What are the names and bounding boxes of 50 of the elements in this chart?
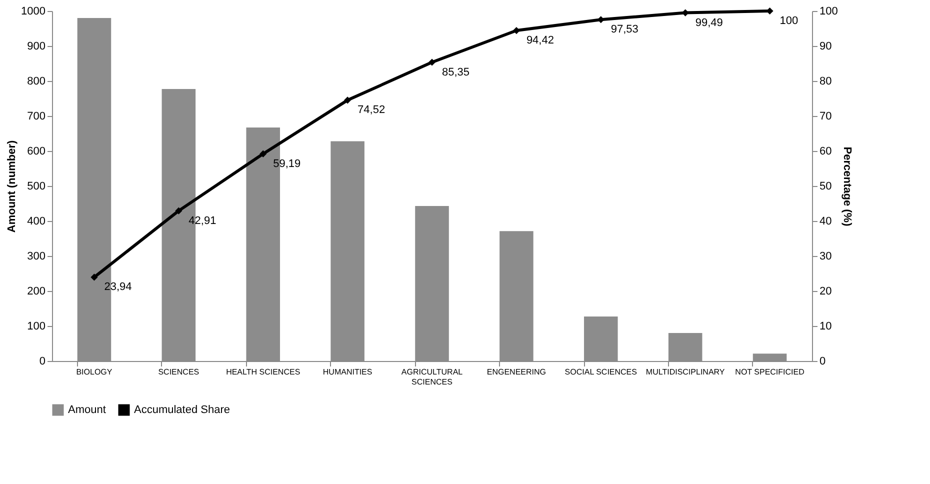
y-tick-label: 800 — [27, 76, 46, 88]
point — [512, 26, 520, 34]
y2-tick-label: 80 — [820, 76, 832, 88]
y2-tick-label: 90 — [820, 40, 832, 52]
y-tick-label: 1000 — [21, 6, 46, 18]
data-label: 85,35 — [442, 66, 470, 78]
data-label: 100 — [780, 15, 798, 27]
y2-axis-title: Percentage (%) — [840, 146, 853, 227]
y-tick-label: 100 — [27, 320, 46, 332]
data-label: 97,53 — [610, 24, 638, 36]
y2-tick-label: 30 — [820, 250, 832, 262]
x-tick-label: ENGENEERING — [486, 368, 546, 376]
point — [428, 58, 436, 66]
y-tick-label: 900 — [27, 40, 46, 52]
data-label: 59,19 — [273, 158, 301, 170]
x-tick-label: HUMANITIES — [322, 368, 372, 376]
data-label: 42,91 — [188, 214, 216, 227]
y-tick-label: 200 — [27, 286, 46, 298]
x-tick-label: SCIENCES — [158, 368, 200, 376]
legend-label: Amount — [68, 404, 106, 416]
y2-tick-label: 0 — [820, 356, 826, 368]
y-tick-label: 500 — [27, 180, 46, 192]
point — [175, 207, 182, 214]
y-tick-label: 700 — [27, 110, 46, 122]
y2-tick-label: 100 — [820, 6, 838, 18]
point — [344, 96, 352, 104]
x-tick-label: AGRICULTURAL SCIENCES — [401, 368, 464, 386]
y2-tick-label: 20 — [820, 286, 832, 298]
data-label: 94,42 — [526, 34, 554, 47]
data-label: 23,94 — [104, 281, 132, 294]
x-tick-label: SOCIAL SCIENCES — [564, 368, 637, 376]
y-tick-label: 300 — [27, 250, 46, 262]
x-tick-label: HEALTH SCIENCES — [226, 368, 300, 376]
y-tick-label: 600 — [27, 146, 46, 158]
y2-tick-label: 40 — [820, 216, 832, 228]
y2-tick-label: 60 — [820, 146, 832, 158]
legend-label: Accumulated Share — [134, 404, 230, 416]
data-label: 99,49 — [695, 16, 723, 29]
data-label: 74,52 — [358, 104, 386, 116]
y2-tick-label: 70 — [820, 110, 832, 122]
x-tick-label: BIOLOGY — [76, 368, 113, 376]
y-axis-title: Amount (number) — [6, 140, 18, 233]
point — [90, 274, 98, 281]
y2-tick-label: 50 — [820, 180, 832, 192]
point — [260, 150, 267, 158]
y-tick-label: 400 — [27, 216, 46, 228]
y2-tick-label: 10 — [820, 320, 832, 332]
x-tick-label: MULTIDISCIPLINARY — [646, 368, 726, 376]
x-tick-label: NOT SPECIFICIED — [735, 368, 805, 376]
y-tick-label: 0 — [39, 356, 46, 368]
